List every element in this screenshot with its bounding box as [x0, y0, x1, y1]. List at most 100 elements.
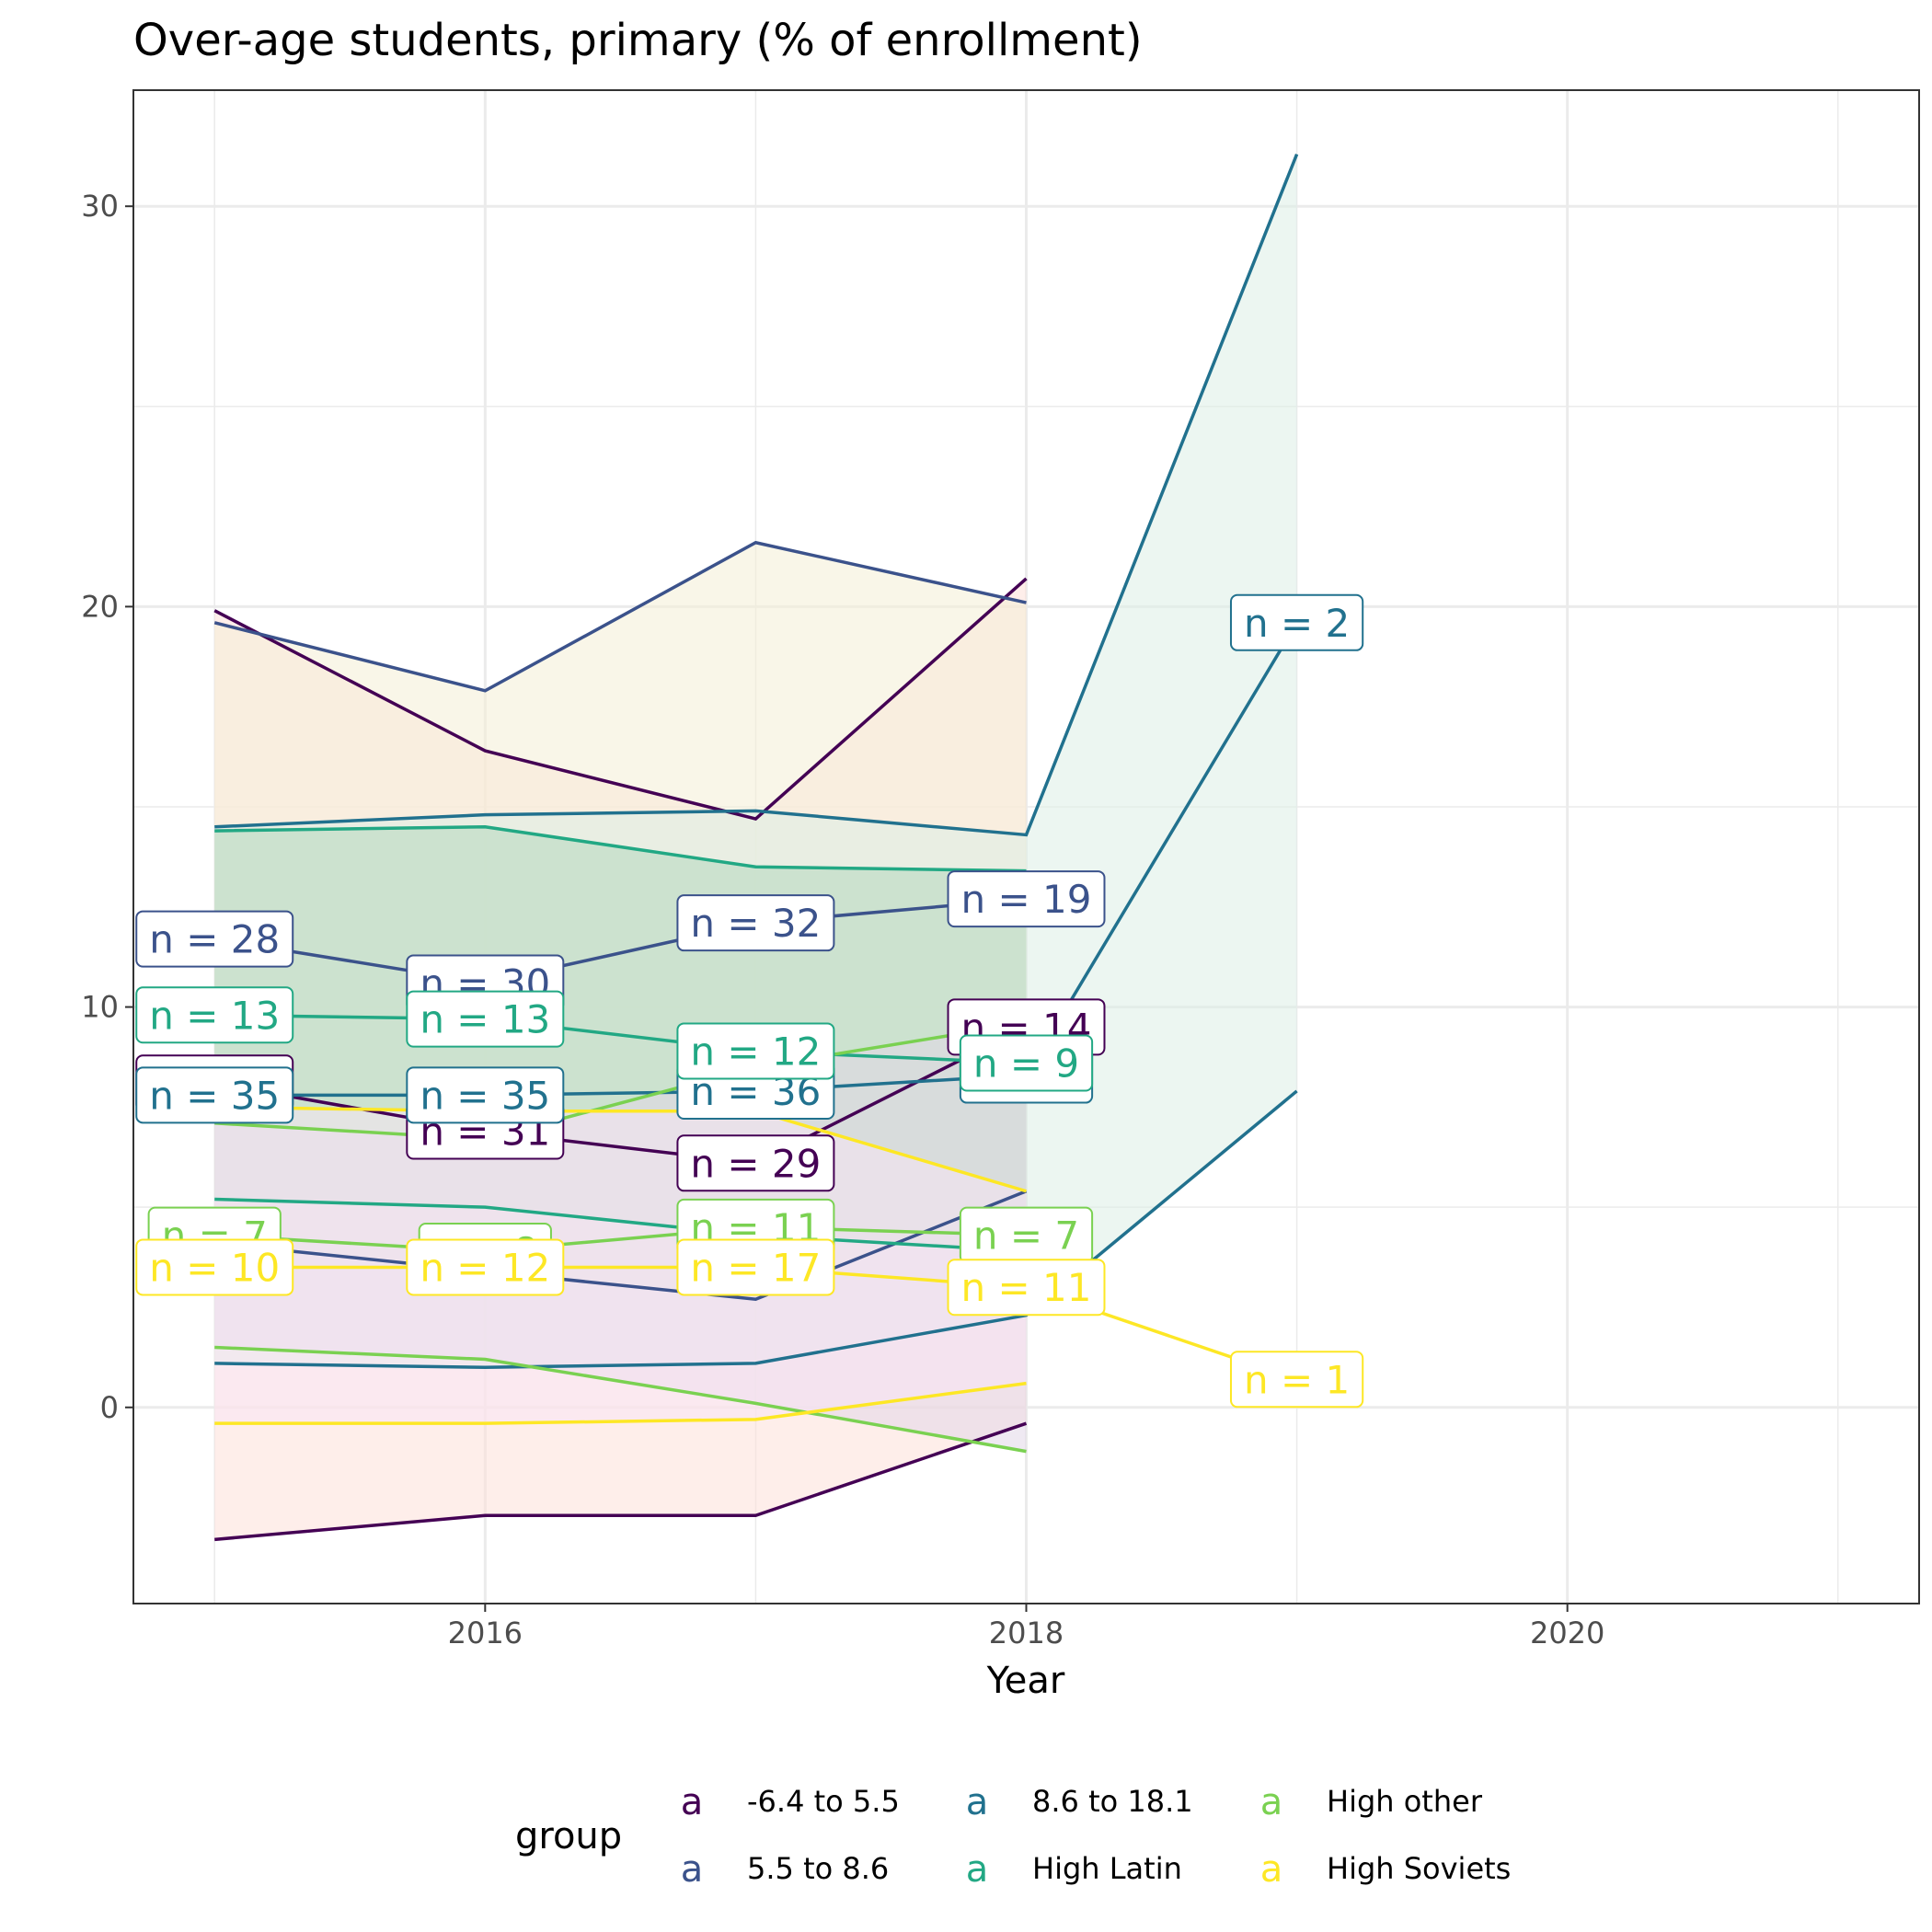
lower-line-High Latin: [214, 1197, 1027, 1253]
n-label-text: n = 11: [961, 1265, 1092, 1310]
n-label-box: [676, 1022, 835, 1080]
mean-line-High Latin: [214, 1013, 1027, 1065]
n-label: n = 13: [135, 986, 294, 1044]
y-tick-label: 30: [81, 189, 119, 224]
legend: group a -6.4 to 5.5 a 5.5 to 8.6 a 8.6 to 18.…: [515, 1781, 1511, 1891]
n-label: n = 29: [676, 1134, 835, 1192]
n-label-text: n = 35: [149, 1073, 280, 1118]
n-label: n = 10: [135, 1238, 294, 1296]
n-label-box: [676, 1238, 835, 1296]
n-label-box: [947, 870, 1106, 928]
upper-line-High Latin: [214, 824, 1027, 873]
lower-line-High Soviets: [214, 1381, 1027, 1425]
legend-label: High Soviets: [1327, 1851, 1511, 1886]
lower-line-High other: [214, 1345, 1027, 1454]
mean-line-High other: [214, 1225, 1027, 1253]
n-label: n = 28: [135, 910, 294, 968]
n-label-box: [135, 1238, 294, 1296]
y-tick-label: 10: [81, 990, 119, 1025]
upper-line-5.5 to 8.6: [213, 540, 1027, 693]
y-tick-label: 20: [81, 589, 119, 624]
legend-items: a -6.4 to 5.5 a 5.5 to 8.6 a 8.6 to 18.1 a High…: [681, 1781, 1512, 1891]
n-label-box: [135, 1066, 294, 1124]
legend-item: a 5.5 to 8.6: [681, 1848, 890, 1891]
legend-key: a: [966, 1848, 989, 1891]
upper-line--6.4 to 5.5: [213, 577, 1028, 821]
n-label: n = 11: [947, 1259, 1106, 1317]
legend-item: a High Soviets: [1260, 1848, 1512, 1891]
plot-area: n = 33n = 31n = 29n = 14n = 28n = 30n = …: [132, 89, 1920, 1604]
n-label: n = 12: [406, 1238, 565, 1296]
n-label: n = 35: [406, 1066, 565, 1124]
n-label: n = 2: [1229, 593, 1364, 651]
n-label-text: n = 13: [149, 993, 280, 1038]
n-label: n = 9: [959, 1034, 1094, 1092]
mean-line--6.4 to 5.5: [213, 1025, 1028, 1166]
n-label: n = 35: [135, 1066, 294, 1124]
n-label-text: n = 1: [1244, 1357, 1350, 1402]
n-label-text: n = 19: [961, 877, 1092, 922]
x-axis-title: Year: [986, 1660, 1065, 1702]
legend-item: a 8.6 to 18.1: [966, 1781, 1193, 1823]
n-label-box: [135, 986, 294, 1044]
x-tick-label: 2018: [989, 1616, 1064, 1650]
n-label-text: n = 10: [149, 1245, 280, 1290]
x-tick-label: 2016: [448, 1616, 523, 1650]
lower-line-5.5 to 8.6: [214, 1190, 1028, 1302]
n-label-box: [135, 910, 294, 968]
legend-label: -6.4 to 5.5: [747, 1784, 900, 1819]
n-label-box: [406, 1066, 565, 1124]
n-label-box: [676, 894, 835, 952]
legend-title: group: [515, 1815, 622, 1857]
n-label: n = 19: [947, 870, 1106, 928]
n-label-text: n = 12: [690, 1029, 821, 1074]
n-label: n = 13: [406, 990, 565, 1048]
n-label-box: [959, 1034, 1094, 1092]
chart-title: Over-age students, primary (% of enrollm…: [133, 15, 1143, 66]
n-label: n = 7: [959, 1206, 1094, 1264]
n-label-text: n = 2: [1244, 601, 1350, 646]
n-label: n = 1: [1229, 1351, 1364, 1409]
legend-label: High other: [1327, 1784, 1483, 1819]
n-label-box: [1229, 1351, 1364, 1409]
lower-line-8.6 to 18.1: [214, 1089, 1298, 1369]
legend-key: a: [1260, 1848, 1283, 1891]
n-label: n = 17: [676, 1238, 835, 1296]
n-label-text: n = 12: [420, 1245, 550, 1290]
legend-key: a: [1260, 1781, 1283, 1823]
n-label-text: n = 29: [690, 1141, 821, 1186]
n-label-text: n = 9: [973, 1041, 1079, 1087]
legend-label: 8.6 to 18.1: [1032, 1784, 1193, 1819]
n-label-box: [947, 1259, 1106, 1317]
legend-item: a High Latin: [966, 1848, 1182, 1891]
legend-key: a: [681, 1848, 704, 1891]
legend-label: 5.5 to 8.6: [747, 1851, 889, 1886]
n-label: n = 12: [676, 1022, 835, 1080]
n-label-box: [406, 1238, 565, 1296]
series-lines: [213, 153, 1299, 1542]
legend-key: a: [966, 1781, 989, 1823]
upper-line-High other: [214, 1021, 1027, 1141]
n-label-text: n = 17: [690, 1245, 821, 1290]
n-label-box: [676, 1134, 835, 1192]
y-axis: 0 10 20 30: [81, 189, 133, 1425]
legend-item: a -6.4 to 5.5: [681, 1781, 900, 1823]
n-label-text: n = 13: [420, 997, 550, 1042]
legend-item: a High other: [1260, 1781, 1483, 1823]
x-tick-label: 2020: [1530, 1616, 1604, 1650]
n-label-box: [1229, 593, 1364, 651]
lower-line--6.4 to 5.5: [214, 1421, 1028, 1542]
n-label-box: [406, 990, 565, 1048]
x-axis: 2016 2018 2020: [448, 1604, 1604, 1650]
y-tick-label: 0: [100, 1390, 119, 1425]
n-labels: n = 33n = 31n = 29n = 14n = 28n = 30n = …: [135, 593, 1364, 1409]
upper-line-High Soviets: [214, 1105, 1027, 1193]
n-label-text: n = 28: [149, 917, 280, 962]
n-label: n = 32: [676, 894, 835, 952]
n-label-text: n = 7: [973, 1213, 1079, 1259]
mean-line-5.5 to 8.6: [213, 897, 1027, 985]
n-label-text: n = 35: [420, 1073, 550, 1118]
legend-key: a: [681, 1781, 704, 1823]
legend-label: High Latin: [1032, 1851, 1182, 1886]
